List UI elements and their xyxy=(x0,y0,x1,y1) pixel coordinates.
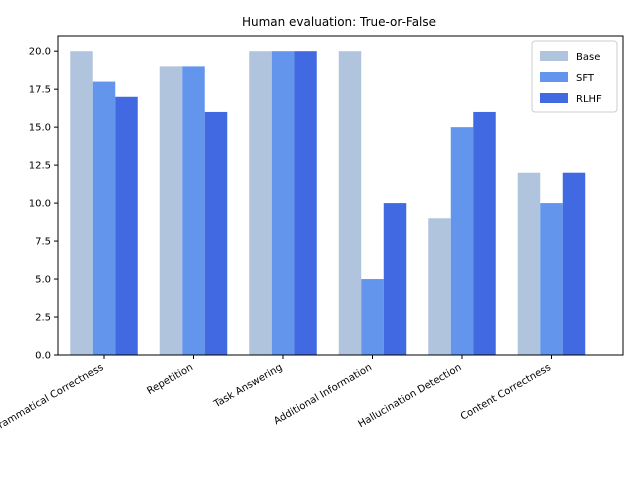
legend-swatch-base xyxy=(540,51,568,61)
x-axis: Grammatical Correctness Repetition Task An… xyxy=(0,355,553,435)
chart-title: Human evaluation: True-or-False xyxy=(242,15,436,29)
legend-label-sft: SFT xyxy=(576,73,595,84)
bar-rlhf-5 xyxy=(562,172,586,355)
legend-label-rlhf: RLHF xyxy=(576,94,602,105)
y-tick-label: 10.0 xyxy=(29,199,51,210)
x-tick-label: Grammatical Correctness xyxy=(0,362,105,435)
legend-swatch-sft xyxy=(540,72,568,82)
bar-rlhf-4 xyxy=(473,111,496,355)
bar-sft-2 xyxy=(271,51,295,355)
bar-base-2 xyxy=(249,51,272,355)
bar-base-3 xyxy=(338,51,362,355)
legend: Base SFT RLHF xyxy=(531,40,618,113)
bars-group xyxy=(70,51,586,356)
y-tick-label: 15.0 xyxy=(29,123,51,134)
bar-base-0 xyxy=(70,51,93,355)
bar-base-4 xyxy=(428,218,451,355)
y-tick-label: 20.0 xyxy=(29,47,51,58)
y-tick-label: 17.5 xyxy=(29,85,51,96)
y-tick-label: 0.0 xyxy=(35,351,51,362)
bar-sft-5 xyxy=(540,203,563,355)
bar-sft-1 xyxy=(182,66,205,355)
x-tick-label: Task Answering xyxy=(211,362,284,411)
legend-label-base: Base xyxy=(576,52,600,63)
bar-rlhf-2 xyxy=(294,51,317,355)
y-tick-label: 12.5 xyxy=(29,161,51,172)
y-axis: 0.0 2.5 5.0 7.5 10.0 12.5 15.0 17.5 20.0 xyxy=(29,47,58,362)
y-tick-label: 2.5 xyxy=(35,313,51,324)
x-tick-label: Content Correctness xyxy=(459,362,553,423)
bar-sft-4 xyxy=(450,127,474,356)
bar-sft-0 xyxy=(92,81,116,356)
y-tick-label: 7.5 xyxy=(35,237,51,248)
legend-swatch-rlhf xyxy=(540,93,568,103)
bar-base-5 xyxy=(517,172,541,355)
bar-base-1 xyxy=(159,66,183,355)
y-tick-label: 5.0 xyxy=(35,275,51,286)
plot-frame xyxy=(57,35,624,356)
bar-sft-3 xyxy=(361,279,384,355)
bar-rlhf-3 xyxy=(383,203,407,355)
bar-rlhf-0 xyxy=(115,96,138,355)
x-tick-label: Repetition xyxy=(145,362,195,397)
bar-rlhf-1 xyxy=(204,111,228,355)
x-tick-label: Additional Information xyxy=(272,362,374,427)
